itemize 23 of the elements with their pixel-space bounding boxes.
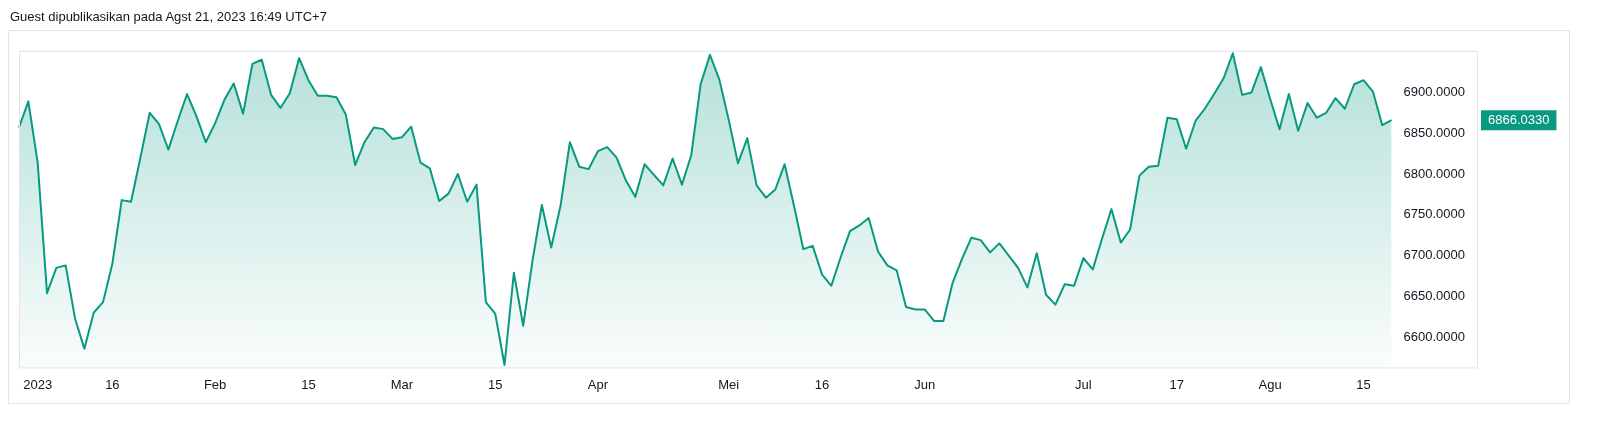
y-tick-label: 6800.0000 — [1403, 165, 1465, 181]
x-tick-label: Apr — [587, 376, 609, 392]
y-tick-label: 6600.0000 — [1403, 328, 1465, 344]
y-tick-label: 6900.0000 — [1403, 83, 1465, 99]
x-tick-label: Agu — [1258, 376, 1282, 392]
x-tick-label: Mei — [718, 376, 740, 392]
y-tick-label: 6700.0000 — [1403, 247, 1465, 263]
x-tick-label: Feb — [203, 376, 227, 392]
x-tick-label: 16 — [814, 376, 830, 392]
y-tick-label: 6850.0000 — [1403, 124, 1465, 140]
x-tick-label: 17 — [1169, 376, 1185, 392]
x-tick-label: 2023 — [23, 376, 53, 392]
y-tick-label: 6750.0000 — [1403, 206, 1465, 222]
x-tick-label: 16 — [105, 376, 120, 392]
x-tick-label: Jul — [1075, 376, 1092, 392]
x-tick-label: Jun — [914, 376, 936, 392]
y-tick-label: 6650.0000 — [1403, 287, 1465, 303]
chart-title: Guest dipublikasikan pada Agst 21, 2023 16:49 UTC+7 — [9, 8, 328, 26]
x-tick-label: Mar — [390, 376, 414, 392]
x-tick-label: 15 — [301, 376, 316, 392]
x-tick-label: 15 — [487, 376, 503, 392]
text: 6866.0330 — [1488, 111, 1550, 127]
x-tick-label: 15 — [1356, 376, 1371, 392]
